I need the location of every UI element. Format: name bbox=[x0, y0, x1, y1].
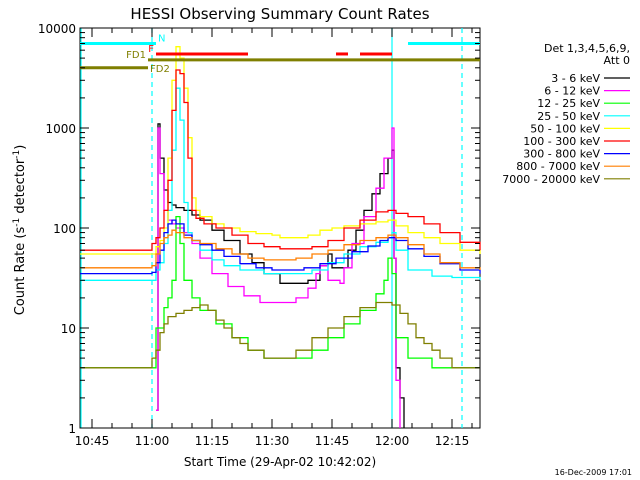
legend-entry-label: 100 - 300 keV bbox=[523, 135, 600, 148]
y-axis-label: Count Rate (s-1 detector-1) bbox=[12, 145, 28, 316]
series-line bbox=[80, 46, 481, 255]
y-tick-label: 10 bbox=[61, 322, 76, 336]
legend-entry-label: 25 - 50 keV bbox=[537, 110, 600, 123]
flag-label: N bbox=[158, 33, 165, 44]
y-axis-label-sup: -1 bbox=[12, 218, 22, 227]
legend-entry-label: 6 - 12 keV bbox=[544, 85, 600, 98]
x-tick-label: 11:45 bbox=[315, 434, 350, 448]
y-axis-label-main: Count Rate (s bbox=[13, 227, 28, 316]
x-tick-label: 12:15 bbox=[435, 434, 470, 448]
series-line bbox=[80, 301, 480, 369]
data-series bbox=[80, 46, 481, 428]
x-axis: 10:45 11:00 11:15 11:30 11:45 12:00 12:15 bbox=[75, 28, 473, 448]
legend-entry-label: 7000 - 20000 keV bbox=[502, 173, 600, 186]
chart-title: HESSI Observing Summary Count Rates bbox=[130, 5, 429, 23]
legend-title-line-1: Det 1,3,4,5,6,9, bbox=[544, 42, 630, 55]
x-axis-label: Start Time (29-Apr-02 10:42:02) bbox=[184, 455, 376, 469]
series-line bbox=[80, 229, 481, 270]
legend-entry-label: 800 - 7000 keV bbox=[516, 160, 600, 173]
y-axis-label-tail: detector bbox=[13, 158, 28, 218]
footer-timestamp: 16-Dec-2009 17:01 bbox=[555, 468, 632, 477]
x-tick-label: 10:45 bbox=[75, 434, 110, 448]
y-axis-label-close: ) bbox=[13, 145, 28, 150]
legend-entry-label: 50 - 100 keV bbox=[530, 122, 600, 135]
x-tick-label: 11:00 bbox=[135, 434, 170, 448]
flag-label: FD2 bbox=[150, 64, 170, 75]
y-tick-label: 1000 bbox=[45, 122, 76, 136]
y-axis: 1 10 100 1000 10000 bbox=[38, 22, 480, 436]
y-tick-label: 10000 bbox=[38, 22, 76, 36]
flag-label: F bbox=[148, 44, 154, 55]
flag-label: FD1 bbox=[126, 50, 146, 61]
y-tick-label: 100 bbox=[53, 222, 76, 236]
y-axis-label-group: Count Rate (s-1 detector-1) bbox=[12, 145, 28, 316]
y-tick-label: 1 bbox=[68, 422, 76, 436]
series-line bbox=[80, 219, 481, 275]
legend-title-line-2: Att 0 bbox=[604, 54, 630, 67]
series-line bbox=[80, 69, 481, 251]
x-tick-label: 11:30 bbox=[255, 434, 290, 448]
legend-entry-label: 300 - 800 keV bbox=[523, 148, 600, 161]
x-tick-label: 11:15 bbox=[195, 434, 230, 448]
x-tick-label: 12:00 bbox=[375, 434, 410, 448]
y-axis-label-sup2: -1 bbox=[12, 150, 22, 159]
series-line bbox=[156, 123, 405, 428]
legend-entry-label: 3 - 6 keV bbox=[551, 72, 600, 85]
legend-entry-label: 12 - 25 keV bbox=[537, 97, 600, 110]
plot-area bbox=[79, 27, 481, 429]
